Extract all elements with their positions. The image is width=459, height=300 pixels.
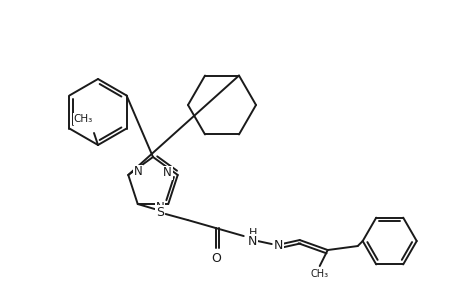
Text: N: N: [134, 166, 142, 178]
Text: S: S: [156, 206, 163, 218]
Text: CH₃: CH₃: [73, 114, 92, 124]
Text: N: N: [274, 238, 283, 251]
Text: CH₃: CH₃: [310, 269, 328, 279]
Text: O: O: [210, 251, 220, 265]
Text: N: N: [163, 167, 172, 179]
Text: N: N: [247, 235, 257, 248]
Text: N: N: [156, 200, 164, 214]
Text: H: H: [248, 228, 256, 238]
